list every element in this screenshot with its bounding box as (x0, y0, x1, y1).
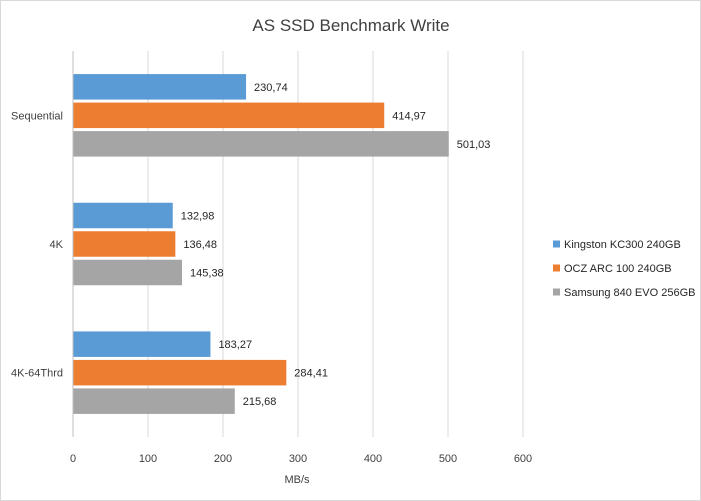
x-tick-label: 400 (364, 453, 382, 465)
data-label: 145,38 (190, 268, 224, 280)
data-label: 215,68 (243, 396, 277, 408)
legend-swatch (553, 288, 560, 296)
category-label: Sequential (11, 110, 63, 122)
x-tick-label: 500 (439, 453, 457, 465)
x-tick-label: 0 (70, 453, 76, 465)
category-label: 4K (50, 239, 64, 251)
bar (73, 259, 183, 286)
data-label: 132,98 (181, 211, 215, 223)
chart-title: AS SSD Benchmark Write (252, 16, 449, 35)
data-label: 136,48 (183, 239, 217, 251)
legend: Kingston KC300 240GB OCZ ARC 100 240GB Sam… (553, 239, 695, 299)
data-labels: 230,74 414,97 501,03 132,98 136,48 145,38 183,… (181, 82, 491, 408)
data-label: 284,41 (294, 368, 328, 380)
category-label: 4K-64Thrd (11, 368, 63, 380)
bar (73, 388, 235, 414)
legend-entry: Samsung 840 EVO 256GB (564, 287, 695, 299)
data-label: 501,03 (457, 139, 491, 151)
legend-entry: Kingston KC300 240GB (564, 239, 681, 251)
bar (73, 331, 211, 357)
legend-entry: OCZ ARC 100 240GB (564, 263, 672, 275)
bar (73, 102, 385, 129)
bar (73, 131, 449, 157)
bar (73, 202, 173, 229)
x-tick-label: 300 (289, 453, 307, 465)
data-label: 414,97 (392, 110, 426, 122)
legend-swatch (553, 264, 560, 272)
bar (73, 74, 247, 100)
data-label: 183,27 (218, 339, 252, 351)
axes: 0 100 200 300 400 500 600 Sequential 4K 4K-64Thrd (11, 51, 532, 465)
bars (73, 74, 449, 414)
x-tick-label: 200 (214, 453, 232, 465)
data-label: 230,74 (254, 82, 288, 94)
bar (73, 231, 176, 257)
bar (73, 359, 287, 386)
x-tick-label: 600 (514, 453, 532, 465)
x-axis-title: MB/s (284, 474, 310, 486)
x-tick-label: 100 (139, 453, 157, 465)
legend-swatch (553, 240, 560, 248)
